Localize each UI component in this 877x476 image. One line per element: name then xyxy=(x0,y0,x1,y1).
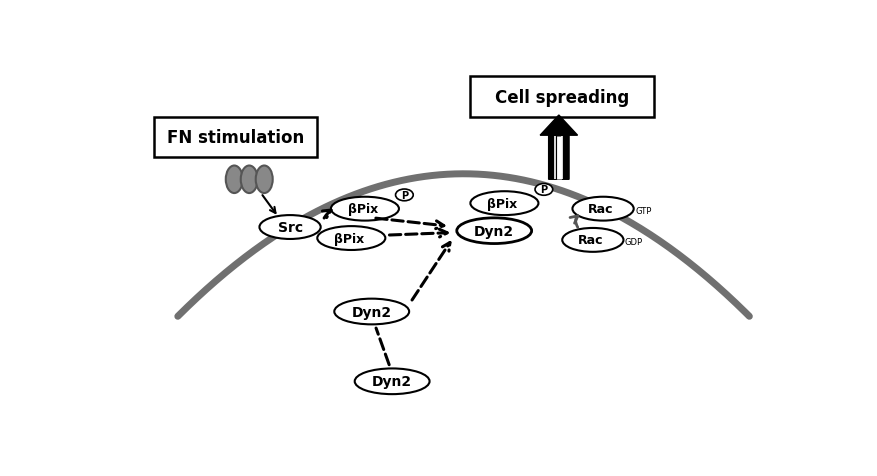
Ellipse shape xyxy=(225,166,243,194)
Text: FN stimulation: FN stimulation xyxy=(167,129,304,147)
Ellipse shape xyxy=(255,166,273,194)
Text: Dyn2: Dyn2 xyxy=(372,375,411,388)
Ellipse shape xyxy=(396,189,413,201)
FancyArrow shape xyxy=(539,116,577,180)
Text: Src: Src xyxy=(277,220,303,235)
Ellipse shape xyxy=(470,192,538,216)
Text: βPix: βPix xyxy=(487,197,517,210)
Ellipse shape xyxy=(456,218,531,244)
Ellipse shape xyxy=(572,198,633,221)
Ellipse shape xyxy=(260,216,320,239)
Text: Cell spreading: Cell spreading xyxy=(495,89,629,107)
FancyBboxPatch shape xyxy=(153,118,317,158)
Text: GDP: GDP xyxy=(624,238,642,247)
Ellipse shape xyxy=(534,184,553,196)
Text: Dyn2: Dyn2 xyxy=(474,224,514,238)
Text: βPix: βPix xyxy=(334,232,364,245)
Ellipse shape xyxy=(317,227,385,250)
Text: Dyn2: Dyn2 xyxy=(352,305,391,319)
Ellipse shape xyxy=(240,166,258,194)
Ellipse shape xyxy=(331,198,398,221)
Text: P: P xyxy=(539,185,547,195)
Ellipse shape xyxy=(561,228,623,252)
Text: GTP: GTP xyxy=(634,206,651,215)
FancyBboxPatch shape xyxy=(470,77,653,118)
Ellipse shape xyxy=(354,369,429,394)
Text: βPix: βPix xyxy=(347,203,378,216)
Text: P: P xyxy=(401,190,408,200)
Ellipse shape xyxy=(334,299,409,325)
Text: Rac: Rac xyxy=(577,234,602,247)
Text: Rac: Rac xyxy=(587,203,612,216)
